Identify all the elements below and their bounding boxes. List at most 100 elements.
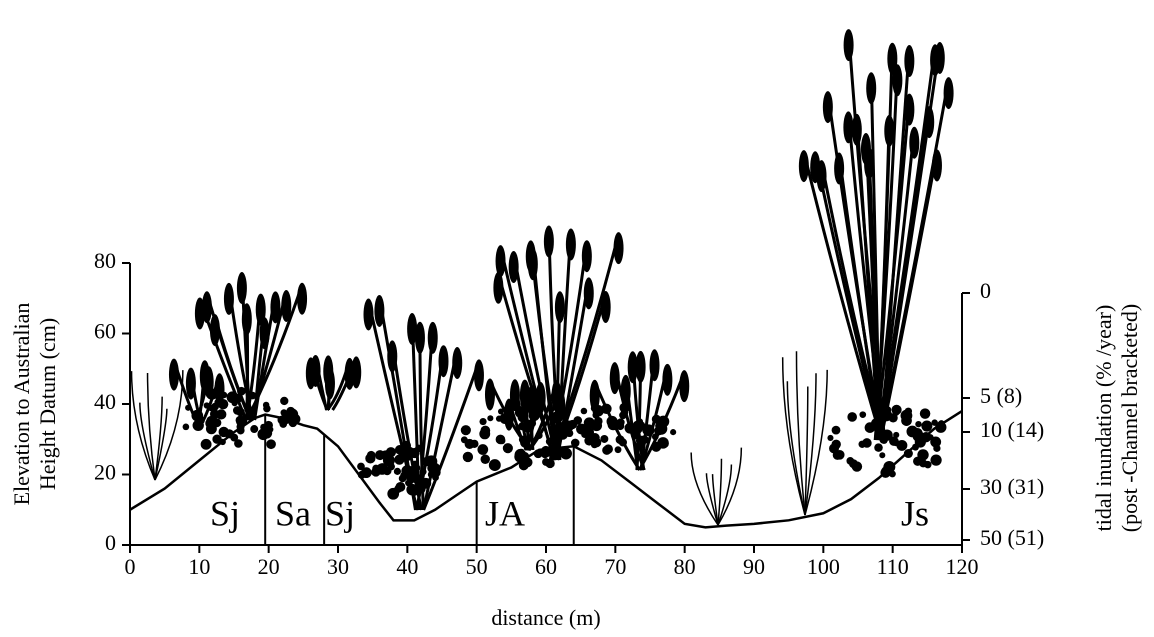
shrub-dot xyxy=(879,452,886,459)
seed-head xyxy=(527,248,538,281)
zone-label: Sj xyxy=(210,493,240,533)
seed-head xyxy=(943,77,954,110)
shrub-dot xyxy=(931,419,938,426)
shrub-dot xyxy=(631,432,639,440)
x-tick-label: 0 xyxy=(125,554,136,579)
seed-head xyxy=(427,321,438,354)
shrub-dot xyxy=(220,391,228,399)
succulent-stem xyxy=(717,447,743,526)
elevation-profile xyxy=(129,409,963,529)
succulent-stem xyxy=(154,408,168,481)
shrub-dot xyxy=(550,412,561,424)
seed-head xyxy=(407,313,418,346)
seed-head xyxy=(310,354,321,387)
shrub-dot xyxy=(182,423,190,431)
shrub-dot xyxy=(263,404,271,413)
shrub-dot xyxy=(927,434,934,441)
x-tick-label: 30 xyxy=(327,554,349,579)
shrub-dot xyxy=(224,429,234,439)
shrub-dot xyxy=(185,404,192,411)
shrub-dot xyxy=(502,443,513,454)
shrub-dot xyxy=(930,436,942,448)
succulent-stem xyxy=(786,381,806,516)
seed-head xyxy=(509,379,520,412)
succulent-stem xyxy=(711,474,719,526)
zone-label: JA xyxy=(485,493,525,533)
shrub-dot xyxy=(896,439,908,451)
grass-stem xyxy=(878,78,951,441)
shrub-dot xyxy=(917,449,929,461)
seed-head xyxy=(255,293,266,326)
shrub-dot xyxy=(570,438,580,448)
shrub-dot xyxy=(921,420,933,432)
y-tick-label: 60 xyxy=(94,319,116,344)
seed-head xyxy=(270,291,281,324)
shrub-dot xyxy=(360,467,372,479)
shrub-dot xyxy=(827,434,834,441)
shrub-dot xyxy=(615,435,625,445)
shrub-dot xyxy=(517,448,525,456)
seed-head xyxy=(452,347,463,380)
y-tick-label: 80 xyxy=(94,248,116,273)
shrub-dot xyxy=(210,409,220,419)
y2-tick-label: 30 (31) xyxy=(980,474,1044,499)
shrub-dot xyxy=(614,446,622,454)
x-tick-label: 60 xyxy=(535,554,557,579)
shrub-dot xyxy=(847,412,857,422)
shrub-dot xyxy=(560,447,572,460)
seed-head xyxy=(581,240,592,273)
seed-head xyxy=(892,64,903,97)
shrub-dot xyxy=(859,411,867,418)
shrub-dot xyxy=(266,439,276,450)
seed-head xyxy=(185,367,196,400)
shrub-dot xyxy=(874,443,883,452)
grass-stem xyxy=(876,46,937,441)
shrub-dot xyxy=(585,427,592,435)
shrub-dot xyxy=(654,426,664,436)
x-tick-label: 120 xyxy=(946,554,979,579)
seed-head xyxy=(798,150,809,183)
shrub-dot xyxy=(888,413,898,423)
grass-stem xyxy=(878,43,942,441)
seed-head xyxy=(589,379,600,412)
shrub-dot xyxy=(410,463,421,473)
shrub-dot xyxy=(488,459,501,472)
seed-head xyxy=(816,160,827,193)
shrub-dot xyxy=(235,415,245,425)
y2-tick-label: 10 (14) xyxy=(980,417,1044,442)
seed-head xyxy=(834,152,845,185)
shrub-dot xyxy=(464,438,475,449)
shrub-dot xyxy=(200,438,212,450)
x-tick-label: 70 xyxy=(604,554,626,579)
shrub-dot xyxy=(883,406,892,414)
shrub-dot xyxy=(399,447,407,455)
x-tick-label: 40 xyxy=(396,554,418,579)
shrub-dot xyxy=(600,434,609,443)
shrub-dot xyxy=(400,471,408,480)
shrub-dot xyxy=(900,409,913,422)
shrub-dot xyxy=(607,418,619,431)
seed-head xyxy=(851,113,862,146)
shrub-dot xyxy=(211,402,219,411)
seed-head xyxy=(495,245,506,278)
shrub-dot xyxy=(382,466,392,476)
seed-head xyxy=(387,340,398,373)
succulent-stem xyxy=(717,464,733,526)
shrub-dot xyxy=(419,468,427,476)
shrub-dot xyxy=(205,417,216,429)
shrub-dot xyxy=(888,470,896,478)
seed-head xyxy=(297,282,308,315)
shrub-dot xyxy=(203,402,210,409)
y-tick-label: 40 xyxy=(94,389,116,414)
shrub-dot xyxy=(250,425,259,434)
shrub-dot xyxy=(620,408,629,417)
seed-head xyxy=(168,358,179,391)
shrub-dot xyxy=(832,450,843,460)
seed-head xyxy=(904,45,915,78)
x-tick-label: 90 xyxy=(743,554,765,579)
shrub-dot xyxy=(831,425,841,435)
shrub-dot xyxy=(499,413,511,424)
succulent-stem xyxy=(804,373,817,516)
shrub-dot xyxy=(394,454,405,465)
shrub-dot xyxy=(195,415,205,426)
